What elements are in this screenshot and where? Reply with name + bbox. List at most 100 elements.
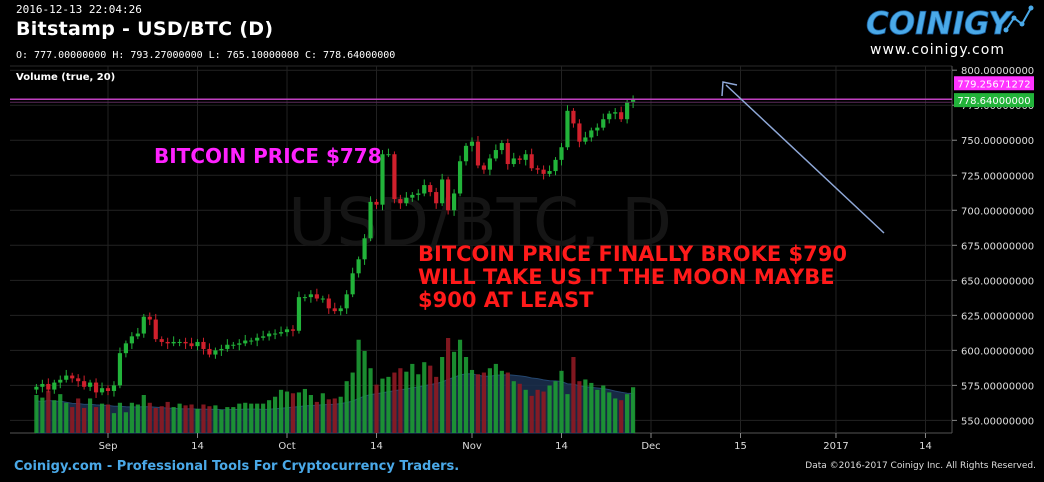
candle-body: [487, 158, 492, 170]
volume-bar: [225, 407, 230, 433]
volume-label: Volume (true, 20): [16, 72, 115, 83]
candle-body: [451, 193, 457, 211]
volume-bar: [40, 397, 45, 433]
y-tick-label: 700.00000000: [961, 206, 1034, 217]
candle-body: [201, 341, 206, 349]
volume-bar: [434, 376, 439, 433]
candle-body: [380, 154, 385, 205]
candle-body: [46, 383, 51, 390]
candle-body: [171, 341, 176, 344]
volume-bar: [422, 362, 427, 433]
footer-tagline[interactable]: Coinigy.com - Professional Tools For Cry…: [14, 459, 460, 474]
candle-body: [52, 382, 57, 390]
volume-bar: [619, 400, 624, 433]
x-tick-label: 14: [191, 441, 204, 452]
candle-body: [601, 119, 606, 128]
annotation-line-3: $900 AT LEAST: [418, 288, 594, 312]
volume-bar: [523, 389, 528, 433]
candle-body: [296, 297, 302, 331]
candle-body: [255, 337, 260, 341]
candle-body: [249, 340, 254, 342]
price-tag-bg: [954, 76, 1034, 91]
volume-bar: [625, 394, 630, 433]
volume-bar: [147, 402, 152, 433]
candle-body: [159, 339, 164, 342]
volume-bar: [183, 405, 188, 433]
candle-body: [529, 154, 534, 169]
candle-body: [577, 123, 582, 142]
candle-body: [183, 341, 188, 344]
volume-bar: [76, 398, 81, 433]
candle-body: [475, 141, 481, 166]
candle-body: [99, 388, 105, 393]
candle-body: [625, 102, 630, 120]
candle-body: [607, 113, 612, 120]
volume-bar: [177, 403, 182, 433]
volume-bar: [93, 407, 99, 433]
volume-bar: [308, 395, 313, 433]
candle-body: [416, 193, 421, 195]
volume-bar: [111, 413, 117, 433]
volume-bar: [249, 403, 254, 433]
volume-bar: [535, 389, 540, 433]
y-tick-label: 550.00000000: [961, 416, 1034, 427]
candle-body: [213, 350, 218, 355]
candle-body: [595, 127, 600, 131]
y-tick-label: 675.00000000: [961, 241, 1034, 252]
candle-body: [243, 340, 248, 344]
candle-body: [34, 386, 39, 390]
candle-body: [523, 154, 528, 160]
candle-body: [613, 112, 618, 114]
volume-bar: [99, 403, 105, 433]
candle-body: [505, 143, 510, 165]
candle-body: [481, 165, 487, 170]
candle-body: [82, 381, 87, 387]
volume-bar: [165, 401, 170, 433]
candle-body: [177, 341, 182, 343]
candle-body: [422, 185, 427, 194]
candle-body: [398, 199, 403, 204]
volume-bar: [88, 398, 93, 433]
volume-bar: [529, 395, 534, 433]
candle-body: [410, 194, 415, 198]
volume-bar: [392, 372, 397, 433]
candle-body: [278, 332, 284, 334]
volume-bar: [517, 383, 522, 433]
volume-bar: [374, 384, 379, 433]
volume-bar: [547, 385, 552, 433]
volume-bars: [34, 338, 636, 433]
volume-bar: [201, 404, 206, 433]
candle-body: [64, 375, 69, 380]
candle-body: [553, 159, 558, 172]
candle-body: [320, 298, 325, 300]
candle-body: [631, 99, 636, 103]
candle-body: [165, 341, 170, 344]
candle-body: [267, 333, 272, 337]
volume-bar: [559, 370, 564, 433]
candle-body: [446, 179, 451, 211]
candle-body: [237, 343, 242, 345]
volume-bar: [350, 372, 355, 433]
volume-bar: [481, 372, 487, 433]
candle-body: [535, 168, 540, 170]
candle-body: [511, 158, 516, 165]
candle-body: [261, 336, 266, 338]
volume-bar: [272, 396, 278, 433]
x-tick-label: 14: [555, 441, 568, 452]
volume-bar: [332, 398, 337, 433]
y-tick-label: 575.00000000: [961, 381, 1034, 392]
volume-bar: [380, 378, 385, 433]
volume-bar: [553, 381, 558, 433]
volume-bar: [314, 401, 319, 433]
candle-body: [457, 161, 463, 194]
candle-body: [362, 238, 367, 260]
volume-bar: [58, 394, 63, 433]
volume-bar: [457, 339, 463, 433]
x-tick-label: 14: [919, 441, 932, 452]
candle-body: [141, 316, 146, 334]
candle-body: [469, 141, 475, 146]
volume-bar: [631, 387, 636, 433]
volume-bar: [487, 368, 492, 433]
volume-bar: [207, 406, 212, 433]
